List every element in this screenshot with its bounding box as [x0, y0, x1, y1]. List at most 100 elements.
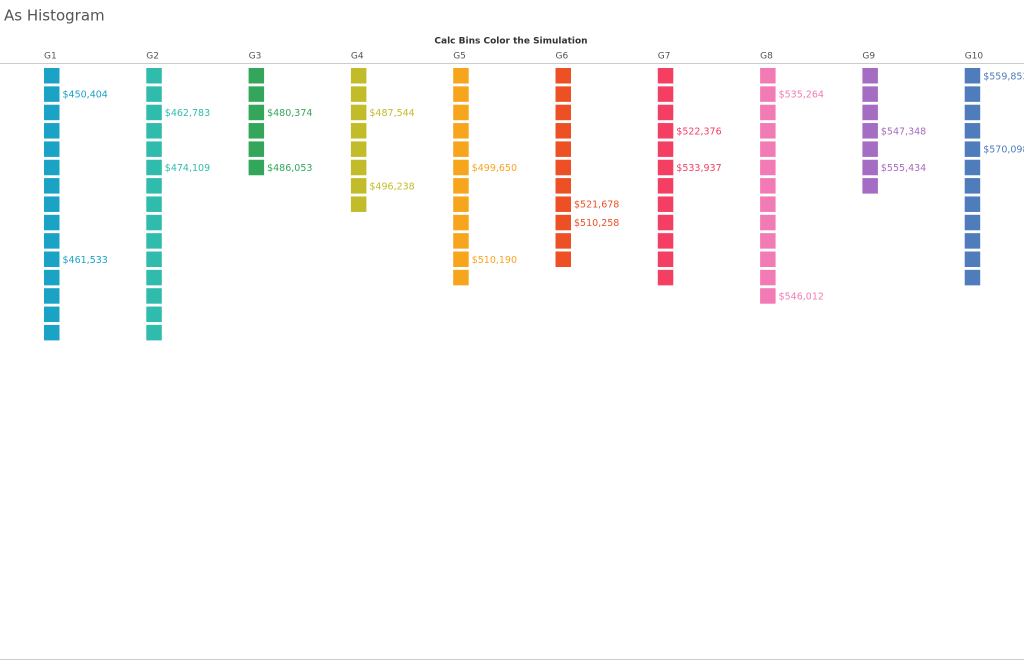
bin-square [760, 104, 776, 121]
bin-square [964, 233, 981, 249]
bin-square [760, 251, 776, 267]
bin-square [760, 288, 776, 304]
bin-square [453, 251, 469, 267]
bin-square [862, 159, 878, 176]
bin-square [44, 214, 60, 231]
group-label: G4 [351, 52, 364, 62]
bin-square [146, 269, 162, 286]
bin-square [453, 178, 469, 194]
value-label: $533,937 [676, 163, 721, 174]
bin-square [964, 86, 981, 102]
bin-square [555, 123, 571, 139]
bin-square [555, 251, 571, 267]
bin-square [657, 196, 674, 212]
bin-square [146, 123, 162, 139]
bin-square [453, 86, 469, 102]
bin-square [248, 141, 265, 157]
bin-square [350, 178, 367, 194]
bin-square [862, 178, 878, 194]
value-label: $486,053 [267, 163, 312, 174]
bin-square [44, 324, 60, 341]
bin-square [44, 178, 60, 194]
group-label: G8 [760, 52, 773, 62]
bin-square [964, 141, 981, 157]
bin-square [862, 68, 878, 84]
group-label: G7 [658, 52, 671, 62]
bin-square [146, 86, 162, 102]
bin-square [657, 251, 674, 267]
bin-square [248, 159, 265, 176]
bin-square [862, 86, 878, 102]
bin-square [44, 196, 60, 212]
bin-square [248, 68, 265, 84]
group-label: G1 [44, 52, 57, 62]
bin-square [555, 104, 571, 121]
bin-square [350, 141, 367, 157]
bin-square [146, 159, 162, 176]
bin-square [555, 233, 571, 249]
bin-square [44, 159, 60, 176]
value-label: $450,404 [63, 90, 108, 101]
bin-square [964, 178, 981, 194]
bin-square [760, 269, 776, 286]
bin-square [44, 104, 60, 121]
bin-square [44, 306, 60, 323]
group-label: G5 [453, 52, 466, 62]
bin-square [964, 196, 981, 212]
bin-square [453, 141, 469, 157]
value-label: $496,238 [369, 181, 414, 192]
bin-square [555, 68, 571, 84]
bin-square [146, 178, 162, 194]
bin-square [657, 233, 674, 249]
value-label: $510,190 [472, 255, 517, 266]
bin-square [146, 288, 162, 304]
bin-square [44, 269, 60, 286]
bin-square [760, 233, 776, 249]
bin-square [146, 251, 162, 267]
bin-square [146, 306, 162, 323]
value-label: $487,544 [369, 108, 414, 119]
bin-square [453, 233, 469, 249]
bin-square [964, 104, 981, 121]
value-label: $480,374 [267, 108, 312, 119]
bin-square [964, 269, 981, 286]
value-label: $510,258 [574, 218, 619, 229]
bin-square [44, 288, 60, 304]
bin-square [350, 196, 367, 212]
bin-square [760, 86, 776, 102]
bin-square [350, 159, 367, 176]
bin-square [657, 214, 674, 231]
value-label: $570,098 [983, 145, 1024, 156]
bin-square [862, 141, 878, 157]
bin-square [657, 104, 674, 121]
bin-square [555, 86, 571, 102]
bin-square [657, 86, 674, 102]
bin-square [964, 159, 981, 176]
bin-square [657, 68, 674, 84]
group-label: G10 [965, 52, 984, 62]
bin-square [248, 86, 265, 102]
value-label: $461,533 [63, 255, 108, 266]
bin-square [44, 251, 60, 267]
value-label: $462,783 [165, 108, 210, 119]
bin-square [760, 196, 776, 212]
bin-square [964, 214, 981, 231]
bin-square [657, 159, 674, 176]
value-label: $521,678 [574, 200, 619, 211]
bin-square [760, 123, 776, 139]
bin-square [657, 178, 674, 194]
bin-square [146, 214, 162, 231]
value-label: $535,264 [779, 90, 824, 101]
group-label: G3 [249, 52, 262, 62]
group-label: G6 [556, 52, 569, 62]
bin-square [44, 123, 60, 139]
bin-square [964, 123, 981, 139]
bin-square [555, 159, 571, 176]
group-label: G2 [146, 52, 159, 62]
group-label: G9 [862, 52, 875, 62]
bin-square [453, 269, 469, 286]
bin-square [350, 123, 367, 139]
bin-square [657, 269, 674, 286]
bin-square [146, 104, 162, 121]
